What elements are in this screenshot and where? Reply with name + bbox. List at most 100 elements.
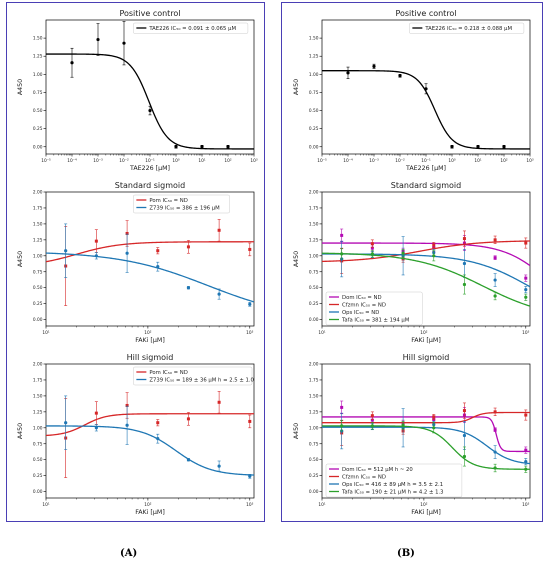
x-tick-label: 10⁻² [395,158,405,164]
legend-box [325,291,423,326]
x-tick-label: 10¹ [318,330,325,336]
y-tick-label: 0.00 [309,489,319,495]
y-tick-label: 0.50 [309,108,319,114]
data-point-tae226 [476,145,480,149]
fit-curve-tae226 [322,70,530,150]
data-point-z739 [186,458,191,462]
legend-label: Ops IC₅₀ = 416 ± 89 µM h = 3.5 ± 2.1 [342,482,443,488]
x-tick-label: 10¹ [198,158,205,164]
data-point-z739 [125,251,129,255]
x-tick-label: 10¹ [318,502,325,508]
x-tick-label: 10³ [526,158,533,164]
legend-label: Z739 IC₅₀ = 386 ± 196 µM [149,205,220,211]
y-tick-label: 0.75 [33,441,43,447]
data-point-z739 [64,421,68,425]
y-tick-label: 0.00 [309,144,319,150]
y-tick-label: 1.25 [33,409,43,415]
legend-label: Z739 IC₅₀ = 189 ± 36 µM h = 2.5 ± 1.0 [149,377,254,383]
data-point-pom [186,245,190,249]
y-tick-label: 1.00 [309,72,319,78]
y-tick-label: 1.75 [309,205,319,211]
x-tick-label: 10¹ [42,330,49,336]
chart-b-positive-control: Positive control 0.00 0.25 0.50 0.75 1.00 1.25… [293,9,534,172]
data-point-cfzmn [370,242,374,246]
y-tick-label: 2.00 [33,362,43,368]
x-axis-label: FAKi [µM] [135,509,165,516]
y-tick-label: 0.75 [309,90,319,96]
y-tick-label: 1.25 [309,409,319,415]
y-tick-label: 1.25 [309,237,319,243]
data-point-ops [524,460,528,464]
y-axis-label: A450 [17,423,24,439]
data-point-dom [340,233,344,237]
y-tick-label: 0.75 [33,90,43,96]
x-tick-label: 10⁻¹ [145,158,155,164]
data-point-dom [370,418,374,422]
data-point-z739 [94,254,98,258]
y-axis-label: A450 [293,423,300,439]
y-tick-label: 0.25 [33,301,43,307]
legend-label: Cfzmn IC₅₀ = ND [342,302,386,308]
y-tick-label: 1.25 [33,54,43,60]
y-tick-label: 1.00 [309,253,319,259]
y-tick-label: 0.00 [33,144,43,150]
y-tick-label: 1.25 [309,54,319,60]
y-tick-label: 2.00 [309,190,319,196]
y-tick-label: 0.50 [33,457,43,463]
x-tick-label: 10² [224,158,231,164]
legend-label: Dom IC₅₀ = 512 µM h ~ 20 [342,467,413,473]
data-point-tae226 [174,145,178,149]
x-tick-label: 10⁰ [172,158,179,164]
y-axis-label: A450 [17,251,24,267]
data-point-tafa [340,252,344,256]
y-tick-label: 0.50 [33,108,43,114]
data-point-cfzmn [370,414,374,418]
data-point-z739 [248,474,252,478]
x-tick-label: 10⁻⁵ [41,158,51,164]
data-point-pom [248,247,252,251]
x-tick-label: 10⁻⁴ [343,158,353,164]
chart-title: Hill sigmoid [127,353,174,362]
data-point-tae226 [200,145,204,149]
data-point-cfzmn [462,409,466,413]
data-point-z739 [156,265,160,269]
legend-box [133,194,230,214]
legend-label: TAE226 IC₅₀ = 0.218 ± 0.088 µM [424,26,512,32]
data-point-tae226 [424,87,428,91]
fit-curve-pom [46,413,254,437]
fit-curve-z739 [46,425,254,476]
data-point-tafa [493,294,497,298]
data-point-tafa [432,426,436,430]
data-point-tae226 [372,64,376,68]
y-tick-label: 1.75 [33,377,43,383]
data-point-tae226 [148,108,152,113]
fit-curve-cfzmn [322,240,530,263]
y-tick-label: 0.00 [309,317,319,323]
data-point-pom [248,419,252,423]
data-point-ops [493,278,497,282]
y-axis-label: A450 [17,79,24,95]
x-tick-label: 10² [144,330,151,336]
legend-box [409,22,525,34]
plot-area [45,363,255,499]
data-point-tafa [524,295,528,299]
x-axis-label: FAKi [µM] [135,337,165,344]
data-point-cfzmn [493,238,497,242]
x-tick-label: 10² [420,502,427,508]
data-point-dom [524,448,528,452]
x-tick-label: 10² [420,330,427,336]
data-point-cfzmn [432,243,436,247]
data-point-dom [370,246,374,250]
y-tick-label: 1.75 [33,205,43,211]
x-axis-label: TAE226 [µM] [405,165,446,172]
data-point-ops [524,288,528,292]
data-point-tafa [370,252,374,256]
data-point-ops [462,261,467,266]
data-point-tae226 [96,37,100,42]
data-point-z739 [186,286,191,290]
y-tick-label: 0.25 [33,126,43,132]
y-tick-label: 1.50 [309,221,319,227]
data-point-tafa [462,282,467,287]
x-tick-label: 10¹ [474,158,481,164]
data-point-tafa [401,251,405,255]
